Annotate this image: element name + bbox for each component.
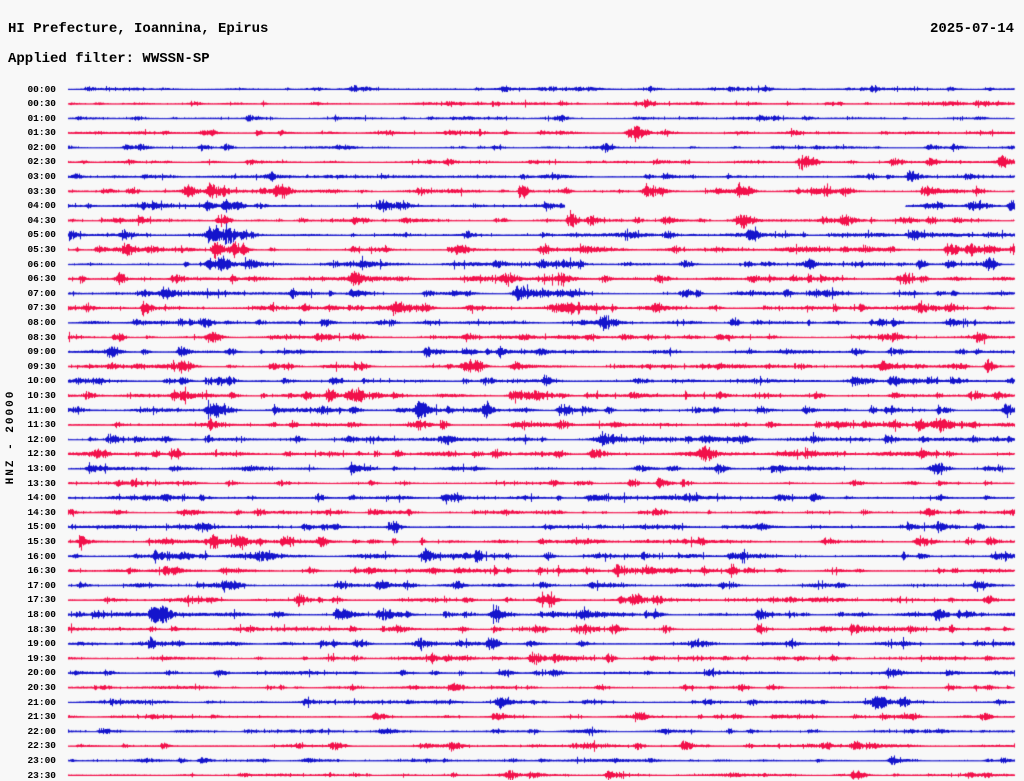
time-label: 19:30 bbox=[27, 652, 56, 664]
time-label: 14:00 bbox=[27, 492, 56, 504]
time-label: 22:00 bbox=[27, 725, 56, 737]
time-label: 02:00 bbox=[27, 141, 56, 153]
time-label: 20:00 bbox=[27, 667, 56, 679]
time-label: 05:30 bbox=[27, 244, 56, 256]
time-label: 12:30 bbox=[27, 448, 56, 460]
time-label: 19:00 bbox=[27, 638, 56, 650]
time-label: 17:00 bbox=[27, 579, 56, 591]
time-label: 16:30 bbox=[27, 565, 56, 577]
time-label: 11:30 bbox=[27, 419, 56, 431]
date-label: 2025-07-14 bbox=[929, 21, 1014, 37]
time-label: 08:00 bbox=[27, 317, 56, 329]
time-label: 13:30 bbox=[27, 477, 56, 489]
filter-label: Applied filter: WWSSN-SP bbox=[8, 51, 210, 67]
time-label: 01:30 bbox=[27, 127, 56, 139]
time-label: 11:00 bbox=[27, 404, 56, 416]
time-label: 07:00 bbox=[27, 287, 56, 299]
time-label: 06:30 bbox=[27, 273, 56, 285]
time-label: 22:30 bbox=[27, 740, 56, 752]
time-label: 05:00 bbox=[27, 229, 56, 241]
time-label: 06:00 bbox=[27, 258, 56, 270]
time-label: 13:00 bbox=[27, 462, 56, 474]
time-label: 04:00 bbox=[27, 200, 56, 212]
time-label: 17:30 bbox=[27, 594, 56, 606]
time-label: 14:30 bbox=[27, 506, 56, 518]
time-label: 10:00 bbox=[27, 375, 56, 387]
time-label: 15:00 bbox=[27, 521, 56, 533]
time-label: 07:30 bbox=[27, 302, 56, 314]
time-label: 03:00 bbox=[27, 171, 56, 183]
time-label: 21:30 bbox=[27, 711, 56, 723]
time-label: 12:00 bbox=[27, 433, 56, 445]
time-label: 04:30 bbox=[27, 214, 56, 226]
time-label: 20:30 bbox=[27, 681, 56, 693]
time-label: 10:30 bbox=[27, 390, 56, 402]
time-label: 23:00 bbox=[27, 754, 56, 766]
time-label: 00:30 bbox=[27, 98, 56, 110]
time-label: 02:30 bbox=[27, 156, 56, 168]
time-label: 18:00 bbox=[27, 608, 56, 620]
time-label: 18:30 bbox=[27, 623, 56, 635]
time-label: 09:00 bbox=[27, 346, 56, 358]
page-title: HI Prefecture, Ioannina, Epirus bbox=[8, 21, 269, 37]
time-label: 16:00 bbox=[27, 550, 56, 562]
time-label: 00:00 bbox=[27, 83, 56, 95]
time-label: 01:00 bbox=[27, 112, 56, 124]
time-label: 09:30 bbox=[27, 360, 56, 372]
time-label: 08:30 bbox=[27, 331, 56, 343]
time-label: 15:30 bbox=[27, 535, 56, 547]
time-label: 21:00 bbox=[27, 696, 56, 708]
time-label: 23:30 bbox=[27, 769, 56, 781]
time-label: 03:30 bbox=[27, 185, 56, 197]
